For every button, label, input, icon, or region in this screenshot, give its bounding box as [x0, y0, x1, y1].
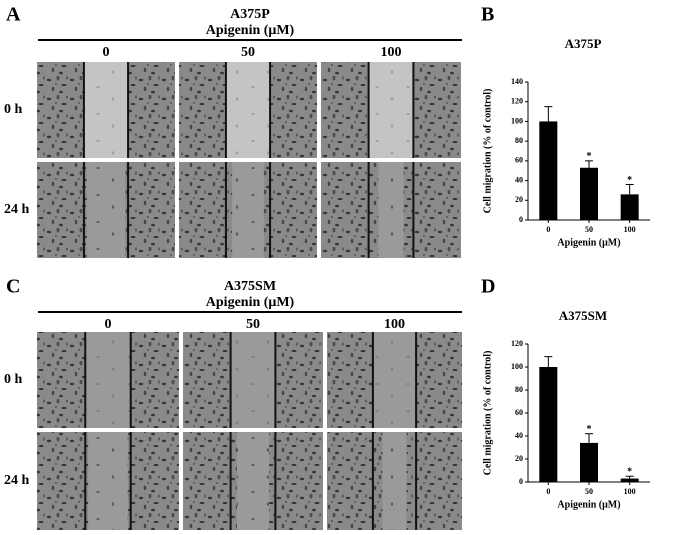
x-axis-label: Apigenin (μM) — [557, 499, 620, 510]
y-tick-label: 80 — [515, 136, 523, 145]
gap-cells — [368, 62, 414, 158]
micrograph — [37, 62, 175, 158]
micrograph — [321, 162, 461, 258]
x-tick-label: 50 — [585, 225, 593, 234]
treatment-label: Apigenin (μM) — [206, 23, 295, 38]
x-tick-label: 0 — [546, 487, 550, 496]
gap-cells — [86, 162, 126, 258]
gap-cells — [230, 332, 276, 428]
gap-cells — [382, 432, 407, 530]
column-label: 100 — [381, 45, 402, 60]
y-tick-label: 120 — [511, 339, 523, 348]
y-tick-label: 0 — [519, 477, 523, 486]
gap-cells — [372, 332, 417, 428]
cell-line-title: A375P — [230, 7, 270, 22]
treatment-label: Apigenin (μM) — [206, 295, 295, 310]
row-label: 0 h — [4, 372, 23, 387]
column-label: 0 — [105, 317, 112, 332]
micrograph — [37, 332, 179, 428]
column-label: 50 — [241, 45, 255, 60]
bar — [580, 167, 598, 220]
x-tick-label: 50 — [585, 487, 593, 496]
micrograph — [183, 432, 323, 530]
row-label: 0 h — [4, 102, 23, 117]
chart-title: A375P — [565, 36, 602, 51]
panel-letter: D — [481, 276, 495, 298]
gap-cells — [225, 62, 271, 158]
y-tick-label: 80 — [515, 385, 523, 394]
significance-mark: * — [627, 175, 632, 186]
micrograph — [179, 62, 317, 158]
micrograph — [37, 162, 175, 258]
x-axis-label: Apigenin (μM) — [557, 237, 620, 248]
chart-title: A375SM — [559, 308, 607, 323]
column-label: 50 — [246, 317, 260, 332]
column-label: 0 — [103, 45, 110, 60]
significance-mark: * — [587, 151, 592, 162]
y-tick-label: 100 — [511, 362, 523, 371]
y-tick-label: 60 — [515, 156, 523, 165]
micrograph — [179, 162, 317, 258]
gap-cells — [83, 62, 129, 158]
bar — [620, 194, 639, 220]
y-tick-label: 100 — [511, 116, 523, 125]
micrograph — [37, 432, 179, 530]
micrograph — [327, 432, 462, 530]
bar — [620, 478, 639, 482]
panel-letter: C — [6, 276, 20, 298]
micrograph — [321, 62, 461, 158]
x-tick-label: 0 — [546, 225, 550, 234]
micrograph — [327, 332, 462, 428]
y-tick-label: 40 — [515, 175, 523, 184]
y-tick-label: 60 — [515, 408, 523, 417]
column-label: 100 — [384, 317, 405, 332]
significance-mark: * — [627, 467, 632, 478]
micrograph — [183, 332, 323, 428]
panel-letter: A — [6, 4, 21, 26]
row-label: 24 h — [4, 473, 30, 488]
gap-cells — [232, 162, 264, 258]
y-tick-label: 40 — [515, 431, 523, 440]
y-tick-label: 0 — [519, 215, 523, 224]
bar — [580, 442, 598, 482]
bar — [539, 121, 558, 220]
cell-line-title: A375SM — [224, 279, 276, 294]
gap-cells — [236, 432, 270, 530]
y-tick-label: 20 — [515, 195, 523, 204]
y-axis-label: Cell migration (% of control) — [482, 351, 493, 476]
significance-mark: * — [587, 424, 592, 435]
gap-cells — [88, 432, 128, 530]
gap-cells — [378, 162, 404, 258]
x-tick-label: 100 — [624, 487, 636, 496]
gap-cells — [85, 332, 131, 428]
x-tick-label: 100 — [624, 225, 636, 234]
y-axis-label: Cell migration (% of control) — [482, 89, 493, 214]
bar — [539, 367, 558, 482]
row-label: 24 h — [4, 202, 30, 217]
y-tick-label: 20 — [515, 454, 523, 463]
panel-letter: B — [481, 4, 494, 26]
y-tick-label: 140 — [511, 77, 523, 86]
y-tick-label: 120 — [511, 97, 523, 106]
